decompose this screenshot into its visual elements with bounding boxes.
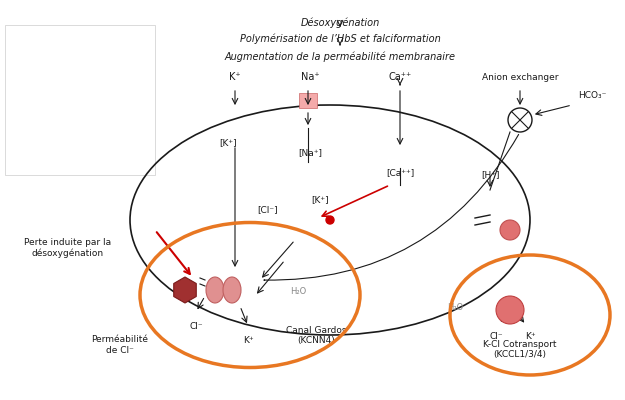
Text: [Ca⁺⁺]: [Ca⁺⁺]	[386, 168, 414, 177]
Text: Polymérisation de l’HbS et falciformation: Polymérisation de l’HbS et falciformatio…	[239, 34, 441, 44]
Text: Désoxygénation: Désoxygénation	[301, 18, 379, 28]
FancyBboxPatch shape	[299, 93, 317, 108]
Text: Cl⁻: Cl⁻	[489, 332, 502, 341]
Text: H₂O: H₂O	[290, 288, 306, 296]
Circle shape	[500, 220, 520, 240]
FancyArrowPatch shape	[264, 134, 519, 280]
Text: HCO₃⁻: HCO₃⁻	[578, 90, 606, 100]
Text: Canal Gardos
(KCNN4): Canal Gardos (KCNN4)	[286, 326, 346, 345]
Text: K-Cl Cotransport
(KCCL1/3/4): K-Cl Cotransport (KCCL1/3/4)	[483, 340, 557, 359]
Text: K⁺: K⁺	[229, 72, 241, 82]
Text: [K⁺]: [K⁺]	[219, 138, 237, 147]
Ellipse shape	[206, 277, 224, 303]
Circle shape	[326, 216, 334, 224]
Bar	[5, 25, 155, 175]
Text: Augmentation de la perméabilité membranaire: Augmentation de la perméabilité membrana…	[224, 52, 456, 62]
Text: [H⁺]: [H⁺]	[481, 170, 499, 179]
Text: [K⁺]: [K⁺]	[311, 195, 329, 204]
Text: [Na⁺]: [Na⁺]	[298, 148, 322, 157]
Text: Na⁺: Na⁺	[301, 72, 319, 82]
Text: H₂O: H₂O	[447, 304, 463, 312]
Text: Perméabilité
de Cl⁻: Perméabilité de Cl⁻	[91, 335, 149, 355]
Ellipse shape	[223, 277, 241, 303]
Text: Ca⁺⁺: Ca⁺⁺	[388, 72, 412, 82]
Text: K⁺: K⁺	[525, 332, 535, 341]
Text: K⁺: K⁺	[242, 336, 253, 345]
Text: Perte induite par la
désoxygénation: Perte induite par la désoxygénation	[24, 238, 112, 258]
Text: [Cl⁻]: [Cl⁻]	[258, 205, 278, 214]
Circle shape	[496, 296, 524, 324]
Text: Cl⁻: Cl⁻	[189, 322, 202, 331]
Text: Anion exchanger: Anion exchanger	[482, 73, 558, 82]
